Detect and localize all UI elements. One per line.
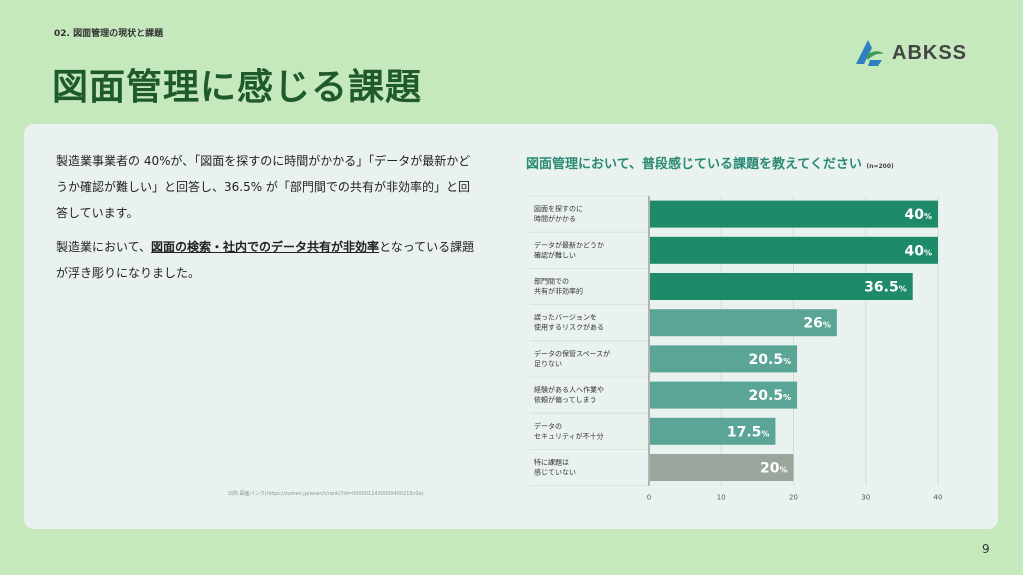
- category-label: データが最新かどうか確認が難しい: [534, 240, 604, 259]
- x-tick-label: 10: [717, 494, 726, 502]
- chart-sample-size: (n=200): [866, 163, 894, 170]
- category-label: データの保管スペースが足りない: [534, 349, 610, 368]
- x-tick-label: 30: [861, 494, 870, 502]
- bar-value-label: 26%: [803, 316, 831, 332]
- logo: ABKSS: [852, 36, 967, 70]
- category-label: 特に課題は感じていない: [534, 458, 576, 477]
- category-label: 部門間での共有が非効率的: [534, 277, 583, 296]
- x-tick-label: 40: [934, 494, 943, 502]
- bar: [650, 200, 938, 228]
- lead-text: 製造業事業者の 40%が、「図面を探すのに時間がかかる」「データが最新かどうか確…: [56, 148, 476, 294]
- bar: [650, 345, 798, 373]
- bar: [650, 381, 798, 409]
- bar: [650, 454, 794, 481]
- bar-value-label: 20%: [760, 461, 788, 477]
- bar-value-label: 20.5%: [749, 388, 792, 404]
- p2-prefix: 製造業において、: [56, 240, 152, 254]
- bar-value-label: 20.5%: [749, 352, 792, 368]
- category-label: 誤ったバージョンを使用するリスクがある: [534, 313, 604, 332]
- source-citation: 出所:図面バンク(https://zumen.jp/search/rank/?i…: [228, 491, 424, 497]
- lead-paragraph-2: 製造業において、図面の検索・社内でのデータ共有が非効率となっている課題が浮き彫り…: [56, 234, 476, 286]
- bar-value-label: 17.5%: [727, 424, 770, 440]
- category-label: 図面を探すのに時間がかかる: [534, 204, 583, 223]
- bar-value-label: 40%: [905, 207, 933, 223]
- p2-suffix: となっている課題が浮き彫りになりました。: [56, 240, 475, 280]
- bar: [650, 417, 776, 445]
- bar: [650, 236, 938, 264]
- abkss-logo-icon: [856, 40, 884, 66]
- lead-paragraph-1: 製造業事業者の 40%が、「図面を探すのに時間がかかる」「データが最新かどうか確…: [56, 154, 471, 220]
- page-title: 図面管理に感じる課題: [52, 67, 423, 108]
- bar-value-label: 40%: [905, 243, 933, 259]
- category-label: 経験がある人へ作業や依頼が偏ってしまう: [534, 385, 604, 404]
- bar-value-label: 36.5%: [864, 280, 907, 296]
- chart-title-text: 図面管理において、普段感じている課題を教えてください: [526, 157, 862, 172]
- bar: [650, 273, 913, 300]
- p2-emphasis: 図面の検索・社内でのデータ共有が非効率: [151, 240, 380, 254]
- chart-title: 図面管理において、普段感じている課題を教えてください (n=200): [526, 153, 894, 172]
- section-label: 02. 図面管理の現状と課題: [54, 29, 164, 39]
- page-number: 9: [982, 542, 990, 556]
- category-label: データのセキュリティが不十分: [534, 421, 604, 440]
- bar: [650, 309, 837, 337]
- logo-text: ABKSS: [892, 41, 968, 64]
- x-tick-label: 0: [647, 494, 651, 502]
- bar-chart: 図面を探すのに時間がかかるデータが最新かどうか確認が難しい部門間での共有が非効率…: [530, 195, 943, 502]
- x-tick-label: 20: [789, 494, 798, 502]
